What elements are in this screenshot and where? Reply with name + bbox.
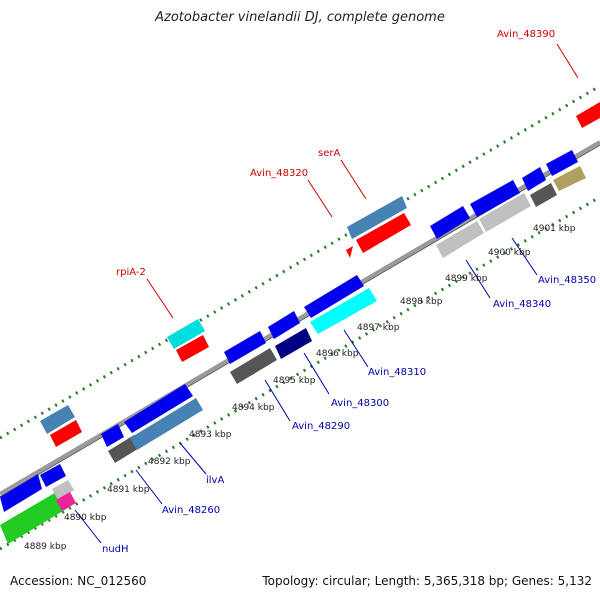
gene-feature[interactable]	[356, 213, 411, 253]
gene-label-avin-48290[interactable]: Avin_48290	[292, 421, 350, 432]
gene-feature[interactable]	[553, 166, 586, 191]
gene-feature[interactable]	[40, 464, 66, 487]
red-leader-lines	[146, 43, 579, 319]
gene-label-avin-48320[interactable]: Avin_48320	[250, 168, 308, 179]
scale-label: 4894 kbp	[232, 403, 275, 413]
genome-stats-label: Topology: circular; Length: 5,365,318 bp…	[262, 574, 592, 588]
gene-labels: Avin_48390 serA Avin_48320 rpiA-2 Avin_4…	[102, 29, 596, 555]
gene-feature[interactable]	[0, 474, 42, 512]
gene-feature[interactable]	[56, 492, 76, 511]
outer-track-genes	[40, 102, 600, 447]
gene-feature[interactable]	[50, 420, 82, 447]
gene-feature[interactable]	[470, 180, 520, 217]
gene-feature[interactable]	[167, 319, 205, 349]
gene-label-nudh[interactable]: nudH	[102, 544, 129, 555]
gene-label-ilva[interactable]: ilvA	[206, 475, 224, 486]
reverse-strand-genes	[0, 166, 586, 544]
scale-label: 4892 kbp	[148, 457, 191, 467]
gene-feature[interactable]	[430, 206, 470, 239]
gene-label-avin-48340[interactable]: Avin_48340	[493, 299, 551, 310]
scale-label: 4901 kbp	[533, 224, 576, 234]
scale-label: 4897 kbp	[357, 323, 400, 333]
scale-label: 4893 kbp	[189, 430, 232, 440]
gene-label-rpia-2[interactable]: rpiA-2	[116, 267, 146, 278]
scale-label: 4891 kbp	[107, 485, 150, 495]
gene-label-avin-48390[interactable]: Avin_48390	[497, 29, 555, 40]
gene-feature[interactable]	[40, 405, 75, 434]
gene-label-avin-48260[interactable]: Avin_48260	[162, 505, 220, 516]
gene-feature[interactable]	[310, 288, 377, 334]
blue-leader-lines	[74, 237, 538, 544]
gene-feature[interactable]	[268, 311, 300, 339]
scale-labels: 4889 kbp 4890 kbp 4891 kbp 4892 kbp 4893…	[24, 224, 576, 552]
gene-feature[interactable]	[347, 196, 407, 239]
map-title: Azotobacter vinelandii DJ, complete geno…	[155, 10, 445, 25]
gene-feature[interactable]	[101, 424, 124, 447]
gene-feature[interactable]	[546, 150, 578, 176]
scale-label: 4889 kbp	[24, 542, 67, 552]
scale-label: 4900 kbp	[488, 248, 531, 258]
accession-label: Accession: NC_012560	[10, 574, 147, 588]
gene-feature[interactable]	[576, 102, 600, 128]
scale-label: 4898 kbp	[400, 297, 443, 307]
gene-feature[interactable]	[176, 335, 209, 362]
gene-feature[interactable]	[230, 348, 277, 384]
gene-label-avin-48350[interactable]: Avin_48350	[538, 275, 596, 286]
gene-label-avin-48300[interactable]: Avin_48300	[331, 398, 389, 409]
gene-feature[interactable]	[479, 193, 531, 232]
forward-strand-genes	[0, 150, 578, 512]
gene-feature[interactable]	[130, 398, 203, 450]
gene-feature[interactable]	[275, 328, 312, 359]
gene-feature[interactable]	[0, 491, 68, 544]
gene-label-avin-48310[interactable]: Avin_48310	[368, 367, 426, 378]
scale-label: 4895 kbp	[273, 376, 316, 386]
gene-feature[interactable]	[522, 167, 546, 191]
gene-feature[interactable]	[304, 275, 364, 318]
gene-feature[interactable]	[436, 221, 484, 258]
scale-label: 4890 kbp	[64, 513, 107, 523]
scale-label: 4896 kbp	[316, 349, 359, 359]
gene-feature[interactable]	[52, 480, 74, 500]
gene-feature[interactable]	[224, 331, 266, 364]
gene-feature[interactable]	[124, 384, 193, 433]
scale-label: 4899 kbp	[445, 274, 488, 284]
gene-label-sera[interactable]: serA	[318, 148, 340, 159]
gene-feature[interactable]	[346, 246, 353, 258]
gene-feature[interactable]	[530, 183, 557, 207]
